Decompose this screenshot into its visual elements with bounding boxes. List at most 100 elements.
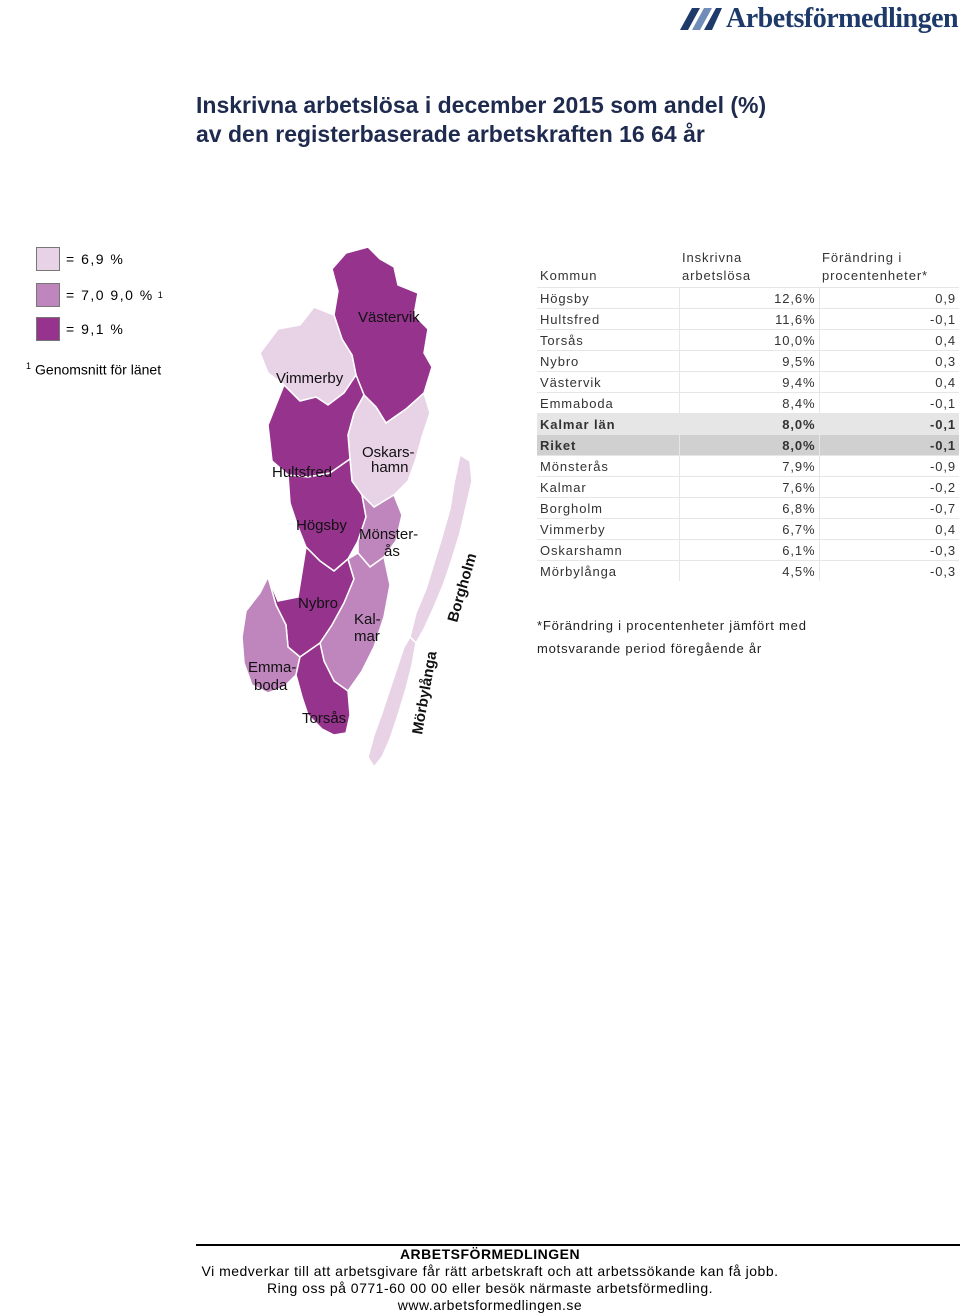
legend-footnote-number: 1 [26,361,32,371]
cell-inskrivna: 9,5% [678,350,819,372]
table-row: Mönsterås 7,9% -0,9 [537,455,959,477]
map-label-nybro: Nybro [298,595,338,612]
title-line-2: av den registerbaserade arbetskraften 16… [196,121,705,147]
legend-item-mid: = 7,0 9,0 % 1 [36,283,164,307]
table-body: Högsby 12,6% 0,9 Hultsfred 11,6% -0,1 Torsås 10… [537,287,959,581]
cell-kommun: Vimmerby [537,518,679,540]
legend-label-high: = 9,1 % [66,321,125,337]
legend-swatch-low [36,247,60,271]
map-label-emmaboda-1: Emma- [248,659,296,676]
map-label-vimmerby: Vimmerby [276,370,344,387]
legend-label-mid: = 7,0 9,0 % [66,287,154,303]
cell-inskrivna: 7,6% [678,476,819,498]
footer-heading: ARBETSFÖRMEDLINGEN [399,1246,581,1262]
cell-forandring: 0,4 [818,329,959,351]
footer-line-3: www.arbetsformedlingen.se [397,1297,583,1313]
table-row: Högsby 12,6% 0,9 [537,287,959,309]
county-map: Västervik Vimmerby Oskars- hamn Hultsfre… [241,246,478,769]
table-row: Emmaboda 8,4% -0,1 [537,392,959,414]
map-label-morbylanga: Mörbylånga [409,649,440,735]
legend-footnote-text: Genomsnitt för länet [35,361,162,378]
table-row: Västervik 9,4% 0,4 [537,371,959,393]
cell-forandring: -0,1 [818,308,959,330]
region-morbylanga [367,635,417,769]
cell-kommun: Nybro [537,350,679,372]
header-inskrivna-line-2: arbetslösa [682,268,751,283]
map-label-hultsfred: Hultsfred [272,464,332,481]
table-row: Mörbylånga 4,5% -0,3 [537,560,959,581]
map-label-torsas: Torsås [302,710,346,727]
region-kalmar [319,552,391,693]
logo-wordmark: Arbetsförmedlingen [726,3,959,34]
cell-kommun: Emmaboda [537,392,679,414]
header-inskrivna-line-1: Inskrivna [682,250,743,265]
page-title: Inskrivna arbetslösa i december 2015 som… [196,91,766,149]
cell-inskrivna: 6,1% [678,539,819,561]
map-label-kalmar-1: Kal- [354,611,381,628]
cell-inskrivna: 6,7% [678,518,819,540]
footer: ARBETSFÖRMEDLINGEN Vi medverkar till att… [0,1246,960,1314]
cell-kommun: Riket [537,434,679,456]
cell-forandring: -0,9 [818,455,959,477]
cell-kommun: Borgholm [537,497,679,519]
cell-inskrivna: 11,6% [678,308,819,330]
footer-line-2: Ring oss på 0771-60 00 00 eller besök nä… [266,1280,714,1296]
map-label-emmaboda-2: boda [254,677,288,694]
cell-kommun: Mönsterås [537,455,679,477]
table-row: Riket 8,0% -0,1 [537,434,959,456]
map-label-oskarshamn-2: hamn [371,459,409,476]
cell-forandring: -0,3 [818,539,959,561]
cell-forandring: -0,7 [818,497,959,519]
table-row: Kalmar län 8,0% -0,1 [537,413,959,435]
region-torsas [295,641,351,736]
table-header-row: Kommun Inskrivna arbetslösa Förändring i… [537,247,959,288]
cell-inskrivna: 9,4% [678,371,819,393]
footer-divider [196,1244,960,1246]
legend-swatch-high [36,317,60,341]
cell-forandring: 0,4 [818,371,959,393]
cell-inskrivna: 8,4% [678,392,819,414]
map-label-monsteras-2: ås [384,543,400,560]
legend-footnote: 1 Genomsnitt för länet [26,361,161,378]
legend-item-low: = 6,9 % [36,247,124,271]
legend-label-low: = 6,9 % [66,251,125,267]
cell-inskrivna: 8,0% [678,434,819,456]
cell-inskrivna: 8,0% [678,413,819,435]
map-label-kalmar-2: mar [354,628,380,645]
cell-kommun: Västervik [537,371,679,393]
cell-kommun: Mörbylånga [537,560,679,581]
header-forandring: Förändring i procentenheter* [819,247,959,288]
arbetsformedlingen-logo: Arbetsförmedlingen [678,2,959,36]
cell-kommun: Kalmar län [537,413,679,435]
cell-kommun: Högsby [537,287,679,309]
cell-inskrivna: 7,9% [678,455,819,477]
cell-inskrivna: 12,6% [678,287,819,309]
title-line-1: Inskrivna arbetslösa i december 2015 som… [196,92,767,118]
header-kommun: Kommun [537,247,679,288]
cell-kommun: Torsås [537,329,679,351]
logo-mark-icon [680,8,722,30]
map-label-monsteras-1: Mönster- [359,526,418,543]
cell-forandring: -0,1 [818,392,959,414]
legend-swatch-mid [36,283,60,307]
cell-forandring: -0,3 [818,560,959,581]
table-row: Oskarshamn 6,1% -0,3 [537,539,959,561]
table-row: Vimmerby 6,7% 0,4 [537,518,959,540]
region-borgholm [409,453,473,645]
cell-forandring: -0,2 [818,476,959,498]
cell-forandring: -0,1 [818,434,959,456]
legend-item-high: = 9,1 % [36,317,124,341]
header-inskrivna: Inskrivna arbetslösa [679,247,819,288]
map-label-oskarshamn-1: Oskars- [362,444,415,461]
map-label-vastervik: Västervik [358,309,420,326]
legend-footnote-mark: 1 [157,290,165,300]
table-row: Hultsfred 11,6% -0,1 [537,308,959,330]
cell-forandring: -0,1 [818,413,959,435]
map-label-hogsby: Högsby [296,517,347,534]
cell-forandring: 0,3 [818,350,959,372]
header-forandring-line-1: Förändring i [822,250,903,265]
unemployment-table: Kommun Inskrivna arbetslösa Förändring i… [537,247,959,581]
cell-inskrivna: 6,8% [678,497,819,519]
cell-kommun: Kalmar [537,476,679,498]
cell-inskrivna: 4,5% [678,560,819,581]
